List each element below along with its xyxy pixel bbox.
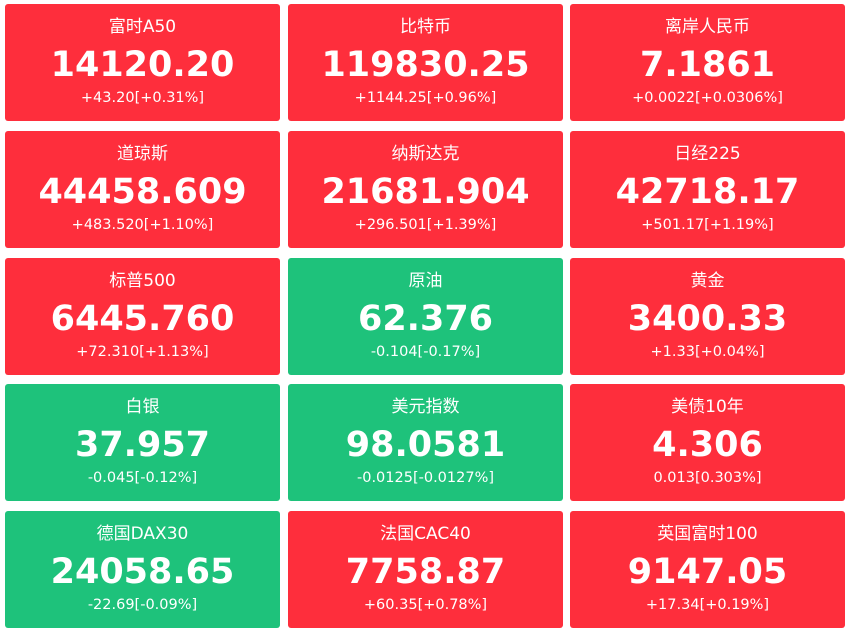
quote-tile-dow-jones[interactable]: 道琼斯 44458.609 +483.520[+1.10%] [5, 131, 280, 248]
quote-tile-crude-oil[interactable]: 原油 62.376 -0.104[-0.17%] [288, 258, 563, 375]
quote-name: 标普500 [109, 271, 176, 291]
quote-tile-bitcoin[interactable]: 比特币 119830.25 +1144.25[+0.96%] [288, 4, 563, 121]
quote-price: 21681.904 [321, 172, 530, 212]
quote-name: 道琼斯 [117, 144, 168, 164]
quote-change: 0.013[0.303%] [653, 470, 762, 486]
quote-tile-cac-40[interactable]: 法国CAC40 7758.87 +60.35[+0.78%] [288, 511, 563, 628]
quote-price: 44458.609 [38, 172, 247, 212]
quote-name: 富时A50 [108, 17, 177, 37]
quote-tile-offshore-rmb[interactable]: 离岸人民币 7.1861 +0.0022[+0.0306%] [570, 4, 845, 121]
quote-price: 24058.65 [50, 552, 235, 592]
quote-tile-dollar-index[interactable]: 美元指数 98.0581 -0.0125[-0.0127%] [288, 384, 563, 501]
quote-price: 9147.05 [627, 552, 788, 592]
quote-price: 98.0581 [345, 425, 506, 465]
quote-tile-silver[interactable]: 白银 37.957 -0.045[-0.12%] [5, 384, 280, 501]
quote-price: 14120.20 [50, 45, 235, 85]
quote-tile-nikkei-225[interactable]: 日经225 42718.17 +501.17[+1.19%] [570, 131, 845, 248]
quote-change: -0.045[-0.12%] [87, 470, 198, 486]
quote-name: 比特币 [400, 17, 451, 37]
quote-tile-nasdaq[interactable]: 纳斯达克 21681.904 +296.501[+1.39%] [288, 131, 563, 248]
quote-name: 白银 [125, 397, 160, 417]
quote-name: 离岸人民币 [665, 17, 750, 37]
quote-tile-sp-500[interactable]: 标普500 6445.760 +72.310[+1.13%] [5, 258, 280, 375]
quote-change: +43.20[+0.31%] [80, 90, 205, 106]
quote-price: 37.957 [74, 425, 211, 465]
quote-price: 62.376 [357, 299, 494, 339]
quote-tile-ftse-100[interactable]: 英国富时100 9147.05 +17.34[+0.19%] [570, 511, 845, 628]
quote-change: -22.69[-0.09%] [87, 597, 198, 613]
quote-price: 6445.760 [50, 299, 235, 339]
quote-change: +72.310[+1.13%] [76, 344, 209, 360]
quote-change: +483.520[+1.10%] [71, 217, 214, 233]
quote-change: +1144.25[+0.96%] [354, 90, 497, 106]
quote-change: +17.34[+0.19%] [645, 597, 770, 613]
quote-name: 美债10年 [671, 397, 744, 417]
quote-name: 纳斯达克 [391, 144, 460, 164]
quote-tile-ftse-a50[interactable]: 富时A50 14120.20 +43.20[+0.31%] [5, 4, 280, 121]
quote-name: 原油 [408, 271, 443, 291]
quote-tile-dax-30[interactable]: 德国DAX30 24058.65 -22.69[-0.09%] [5, 511, 280, 628]
quote-price: 7758.87 [345, 552, 506, 592]
quote-change: -0.104[-0.17%] [370, 344, 481, 360]
quote-price: 4.306 [652, 425, 763, 465]
quote-change: +501.17[+1.19%] [641, 217, 774, 233]
quote-change: -0.0125[-0.0127%] [356, 470, 495, 486]
quote-change: +296.501[+1.39%] [354, 217, 497, 233]
quote-name: 法国CAC40 [380, 524, 471, 544]
quote-name: 德国DAX30 [96, 524, 189, 544]
quote-tile-us-10y-treasury[interactable]: 美债10年 4.306 0.013[0.303%] [570, 384, 845, 501]
quote-price: 42718.17 [615, 172, 800, 212]
quote-name: 美元指数 [391, 397, 460, 417]
quote-name: 英国富时100 [657, 524, 758, 544]
quote-price: 7.1861 [639, 45, 776, 85]
quote-change: +60.35[+0.78%] [363, 597, 488, 613]
quote-name: 黄金 [690, 271, 725, 291]
quote-change: +0.0022[+0.0306%] [632, 90, 783, 106]
quote-price: 119830.25 [321, 45, 530, 85]
quote-name: 日经225 [674, 144, 741, 164]
quote-price: 3400.33 [627, 299, 788, 339]
quote-tile-gold[interactable]: 黄金 3400.33 +1.33[+0.04%] [570, 258, 845, 375]
quote-change: +1.33[+0.04%] [650, 344, 765, 360]
